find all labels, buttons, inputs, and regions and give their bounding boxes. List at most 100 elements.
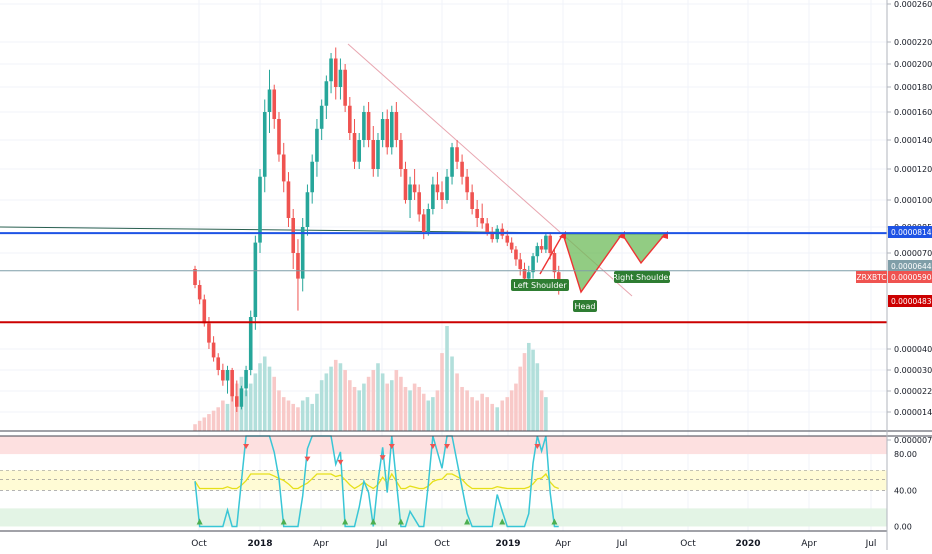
volume-bar: [475, 400, 479, 431]
volume-bar: [509, 390, 514, 431]
candle-body: [230, 370, 234, 397]
time-axis-label: Oct: [191, 539, 207, 549]
mid-zone: [0, 470, 887, 491]
price-tick-label: 0.00012000: [894, 165, 932, 174]
volume-bar: [281, 397, 286, 431]
volume-bar: [480, 393, 484, 431]
candle-body: [348, 105, 352, 133]
candle-body: [440, 192, 444, 200]
candle-body: [431, 184, 435, 209]
pattern-label-bg: [573, 300, 597, 312]
candle-body: [202, 299, 207, 324]
candle-body: [296, 253, 300, 279]
volume-bar: [399, 376, 403, 431]
volume-layer: [193, 326, 548, 431]
volume-bar: [221, 400, 225, 431]
osc-tick-label: 0.00: [894, 522, 912, 531]
price-tick-label: 0.00026000: [894, 0, 932, 9]
candle-body: [221, 370, 225, 381]
candle-body: [460, 161, 464, 177]
candle-body: [362, 112, 366, 140]
volume-bar: [315, 393, 319, 431]
candle-body: [394, 112, 399, 140]
price-tick-label: 0.00003000: [894, 366, 932, 375]
sell-signal-icon: [243, 444, 250, 449]
volume-bar: [362, 383, 366, 431]
candle-body: [329, 58, 333, 82]
volume-bar: [518, 366, 523, 431]
time-axis-label: 2020: [735, 539, 760, 549]
time-axis-label: Apr: [313, 539, 329, 549]
time-axis-label: Oct: [434, 539, 450, 549]
pattern-label-bg: [511, 279, 569, 291]
volume-bar: [505, 397, 510, 431]
candle-body: [310, 161, 314, 193]
volume-bar: [421, 393, 426, 431]
volume-bar: [305, 397, 310, 431]
price-axis: 0.00026000 0.00022000 0.00020000 0.00018000…: [887, 0, 932, 445]
volume-bar: [324, 373, 329, 431]
candle-body: [531, 256, 535, 273]
volume-bar: [455, 373, 459, 431]
candle-body: [267, 89, 272, 112]
volume-bar: [514, 383, 518, 431]
volume-bar: [211, 410, 216, 431]
volume-bar: [319, 380, 324, 431]
volume-bar: [445, 326, 449, 431]
candle-body: [526, 272, 531, 279]
sell-signal-icon: [444, 444, 451, 449]
volume-bar: [376, 363, 380, 431]
price-tick-label: 0.00018000: [894, 83, 932, 92]
volume-bar: [258, 363, 262, 431]
osc-tick-label: 80.00: [894, 450, 917, 459]
volume-bar: [470, 397, 474, 431]
volume-bar: [544, 397, 548, 431]
price-tick-label: 0.00010000: [894, 196, 932, 205]
candle-body: [465, 176, 469, 193]
price-tick-label: 0.00007000: [894, 249, 932, 258]
candle-body: [300, 227, 305, 279]
volume-bar: [291, 403, 296, 431]
candle-body: [475, 209, 479, 218]
volume-bar: [300, 400, 305, 431]
time-axis-label: Jul: [865, 539, 877, 549]
candle-body: [234, 396, 239, 407]
time-axis: Oct 2018 Apr Jul Oct 2019 Apr Jul Oct 2020 Apr Jul: [191, 539, 876, 549]
buy-signal-icon: [464, 518, 471, 525]
buy-signal-icon: [397, 518, 404, 525]
volume-bar: [465, 390, 469, 431]
price-tick-label: 0.00004000: [894, 345, 932, 354]
volume-bar: [230, 393, 234, 431]
candle-body: [262, 112, 267, 177]
candle-body: [485, 223, 489, 233]
volume-bar: [389, 380, 394, 431]
candle-body: [389, 112, 394, 148]
volume-bar: [333, 359, 338, 431]
volume-bar: [286, 400, 291, 431]
price-badge-bg: [888, 260, 932, 272]
candle-body: [277, 119, 281, 155]
sell-signal-icon: [304, 456, 311, 462]
price-tick-label: 0.00001400: [894, 408, 932, 417]
candle-body: [376, 140, 380, 169]
price-badge-bg: [888, 271, 932, 283]
time-axis-label: Apr: [801, 539, 817, 549]
price-badges: 0.00008149 0.00006447 ZRXBTC 0.00005904 0.00…: [856, 226, 932, 307]
volume-bar: [535, 363, 540, 431]
candle-body: [193, 269, 197, 285]
volume-bar: [216, 407, 221, 431]
candle-body: [548, 235, 552, 253]
volume-bar: [197, 420, 202, 431]
time-axis-label: Oct: [680, 539, 696, 549]
volume-bar: [244, 390, 248, 431]
level-layer: [0, 232, 887, 324]
volume-bar: [272, 376, 277, 431]
price-badge-label: 0.00006447: [891, 262, 932, 271]
buy-signal-icon: [551, 518, 558, 525]
volume-bar: [310, 403, 314, 431]
volume-bar: [329, 366, 333, 431]
volume-bar: [357, 390, 362, 431]
volume-bar: [253, 373, 258, 431]
buy-signal-icon: [342, 518, 349, 525]
pattern-labels: Left Shoulder Head Right Shoulder: [511, 271, 672, 312]
